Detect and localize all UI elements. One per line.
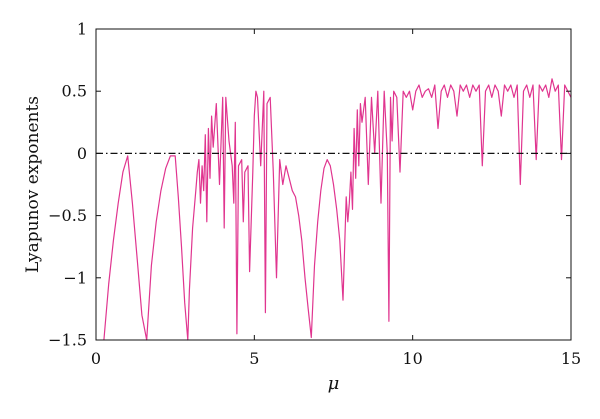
y-tick-label: −1.5 <box>48 331 87 350</box>
plot-frame <box>95 28 572 341</box>
y-tick-label: −0.5 <box>48 206 87 225</box>
y-tick-label: −1 <box>63 268 87 287</box>
x-tick-label: 10 <box>402 349 422 368</box>
x-tick-label: 5 <box>249 349 259 368</box>
tick-layer: 0 5 10 15 1 0.5 0 −0.5 −1 −1.5 <box>48 20 581 369</box>
x-axis-label: μ <box>328 373 340 394</box>
y-axis-label: Lyapunov exponents <box>23 96 43 273</box>
lyapunov-exponent-series <box>103 78 572 341</box>
x-tick-label: 15 <box>561 349 581 368</box>
y-tick-label: 0.5 <box>62 82 87 101</box>
y-tick-label: 0 <box>77 144 87 163</box>
series-layer <box>96 78 572 341</box>
x-tick-label: 0 <box>91 349 101 368</box>
y-tick-label: 1 <box>77 20 87 39</box>
